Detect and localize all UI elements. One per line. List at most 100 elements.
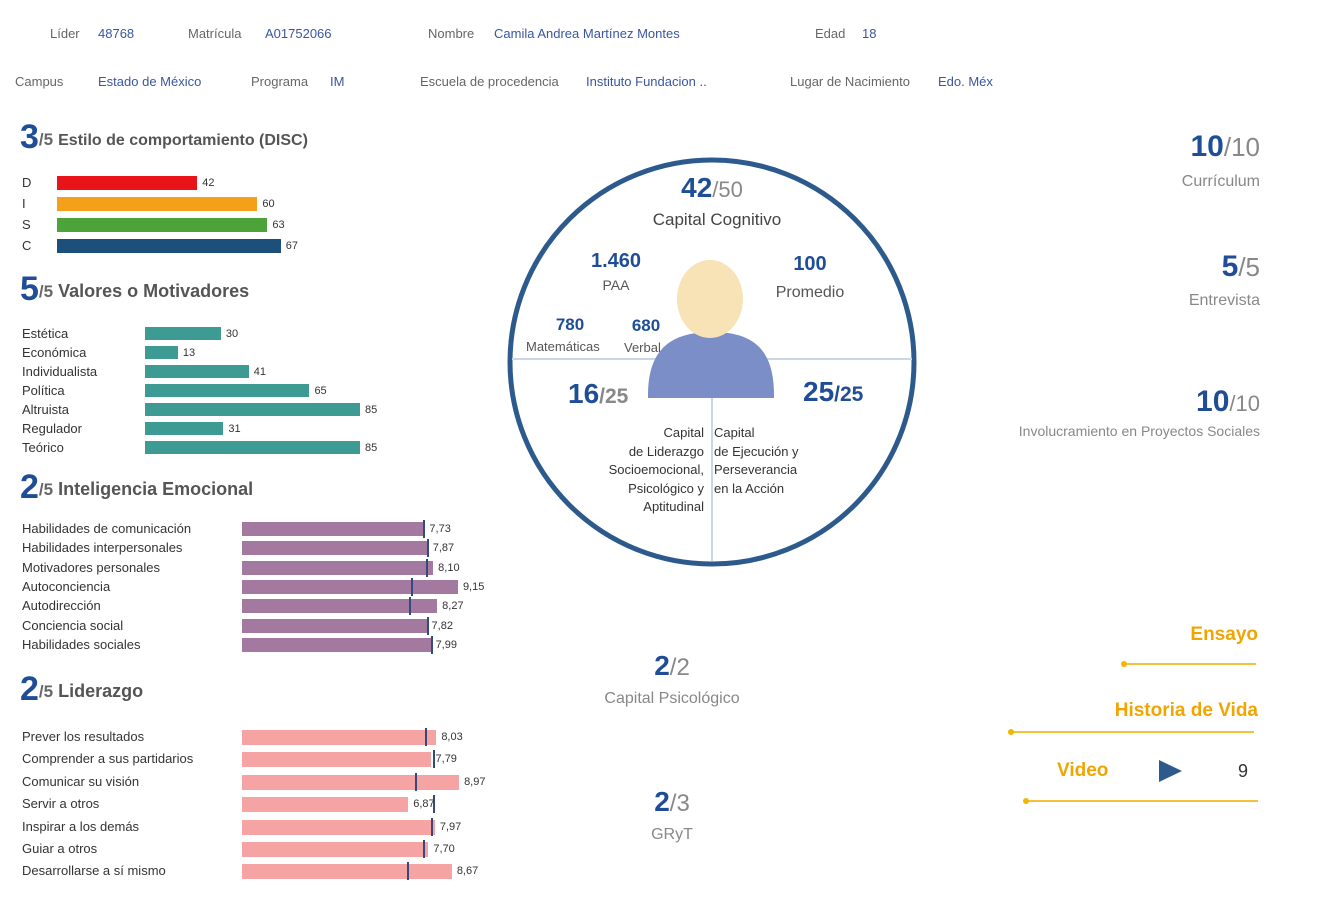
- capital-liderazgo-line: Aptitudinal: [643, 499, 704, 514]
- matematicas-label: Matemáticas: [526, 339, 600, 354]
- disc-label: S: [22, 217, 31, 232]
- historia-dot: [1008, 729, 1014, 735]
- capital-ejecucion-score: 25/25: [803, 376, 863, 408]
- capital-ejecucion-line: en la Acción: [714, 480, 785, 496]
- valores-value: 85: [365, 404, 378, 416]
- capital-liderazgo-label: Capital de Liderazgo Socioemocional, Psi…: [566, 424, 704, 517]
- entrevista-den: /5: [1238, 252, 1260, 282]
- disc-value: 42: [202, 177, 215, 189]
- cognitivo-label: Capital Cognitivo: [652, 210, 782, 229]
- programa-label: Programa: [251, 74, 309, 89]
- edad-label: Edad: [815, 26, 846, 41]
- emocional-label: Motivadores personales: [22, 559, 161, 575]
- capital-cognitivo: 42/50: [642, 172, 782, 204]
- disc-bar: [57, 176, 198, 190]
- entrevista-label: Entrevista: [1188, 292, 1260, 309]
- emocional-value: 8,27: [442, 600, 464, 613]
- valores-bar: [145, 422, 224, 435]
- disc-score: 3: [20, 118, 39, 156]
- liderazgo-title: 2/5 Liderazgo: [20, 670, 143, 709]
- emocional-bar: [242, 579, 458, 594]
- emocional-marker: [426, 558, 429, 577]
- emocional-score: 2: [20, 468, 39, 506]
- verbal-value: 680: [631, 316, 661, 335]
- valores-bar: [145, 365, 249, 378]
- cognitivo-score: 42: [681, 172, 713, 203]
- emocional-label: Autoconciencia: [22, 578, 111, 594]
- emocional-bar: [242, 637, 431, 652]
- curriculum-den: /10: [1223, 132, 1260, 162]
- play-icon[interactable]: [1157, 759, 1183, 783]
- liderazgo-bar: [242, 797, 409, 813]
- valores-label: Regulador: [22, 421, 82, 436]
- gryt-den: /3: [669, 790, 690, 817]
- verbal-label: Verbal: [624, 340, 661, 355]
- involucramiento-den: /10: [1229, 391, 1260, 416]
- emocional-bar: [242, 599, 438, 614]
- valores-value: 41: [253, 366, 266, 378]
- valores-den: /5: [38, 282, 54, 301]
- liderazgo-bar: [242, 842, 429, 857]
- liderazgo-label: Inspirar a los demás: [22, 818, 140, 834]
- campus-label: Campus: [15, 74, 64, 89]
- emocional-value: 7,99: [435, 638, 457, 651]
- promedio-value: 100: [793, 253, 827, 275]
- capital-liderazgo-line: Socioemocional,: [608, 462, 704, 477]
- valores-bar: [145, 327, 221, 340]
- disc-value: 67: [285, 240, 299, 252]
- cognitivo-den: /50: [712, 177, 743, 202]
- emocional-bar: [242, 541, 428, 556]
- disc-den: /5: [38, 130, 54, 149]
- liderazgo-score: 2: [20, 670, 39, 708]
- psicologico-den: /2: [669, 654, 690, 681]
- liderazgo-marker: [406, 862, 409, 881]
- liderazgo-marker: [415, 772, 418, 791]
- paa-value: 1.460: [590, 250, 642, 272]
- valores-value: 30: [225, 328, 239, 340]
- capital-ejecucion-line: Capital: [714, 425, 755, 440]
- ejecucion-circle-score: 25: [803, 376, 835, 407]
- disc-label: D: [22, 175, 32, 190]
- curriculum-num: 10: [1190, 130, 1224, 163]
- ensayo-dot: [1121, 661, 1127, 667]
- involucramiento-label: Involucramiento en Proyectos Sociales: [1018, 423, 1260, 439]
- gryt-score: 2/3: [612, 786, 732, 818]
- psicologico-label: Capital Psicológico: [604, 690, 740, 707]
- gryt-label: GRyT: [651, 826, 693, 843]
- historia-de-vida-link[interactable]: Historia de Vida: [1114, 700, 1258, 721]
- involucramiento-score: 10/10: [1196, 385, 1260, 419]
- liderazgo-label: Comunicar su visión: [22, 773, 140, 789]
- emocional-value: 9,15: [462, 580, 485, 593]
- emocional-marker: [408, 597, 411, 616]
- emocional-marker: [422, 520, 425, 538]
- edad-value: 18: [862, 26, 877, 41]
- emocional-bar: [242, 522, 425, 536]
- ensayo-line: [1124, 663, 1256, 665]
- disc-title-text: Estilo de comportamiento (DISC): [58, 132, 308, 149]
- disc-bar: [57, 218, 268, 232]
- video-link[interactable]: Video: [1057, 760, 1109, 781]
- video-line: [1026, 800, 1258, 802]
- disc-value: 60: [262, 198, 275, 210]
- liderazgo-bar: [242, 730, 437, 745]
- capital-liderazgo-line: Capital: [663, 425, 704, 440]
- emocional-label: Habilidades interpersonales: [22, 540, 183, 556]
- valores-bar: [145, 346, 178, 359]
- valores-title-text: Valores o Motivadores: [58, 281, 250, 301]
- emocional-value: 8,10: [438, 561, 460, 574]
- video-count: 9: [1238, 761, 1249, 781]
- liderazgo-label: Prever los resultados: [22, 729, 145, 744]
- liderazgo-label: Servir a otros: [22, 796, 100, 812]
- matricula-value: A01752066: [265, 26, 332, 41]
- lugar-nacimiento-value: Edo. Méx: [938, 74, 993, 89]
- liderazgo-value: 8,03: [441, 731, 463, 743]
- valores-value: 13: [182, 347, 196, 359]
- emocional-label: Conciencia social: [22, 617, 124, 633]
- valores-value: 65: [314, 385, 327, 397]
- historia-line: [1011, 731, 1254, 733]
- lugar-nacimiento-label: Lugar de Nacimiento: [790, 74, 910, 89]
- valores-bar: [145, 384, 310, 397]
- ensayo-link[interactable]: Ensayo: [1190, 624, 1258, 645]
- valores-label: Política: [22, 383, 65, 398]
- valores-label: Estética: [22, 326, 69, 341]
